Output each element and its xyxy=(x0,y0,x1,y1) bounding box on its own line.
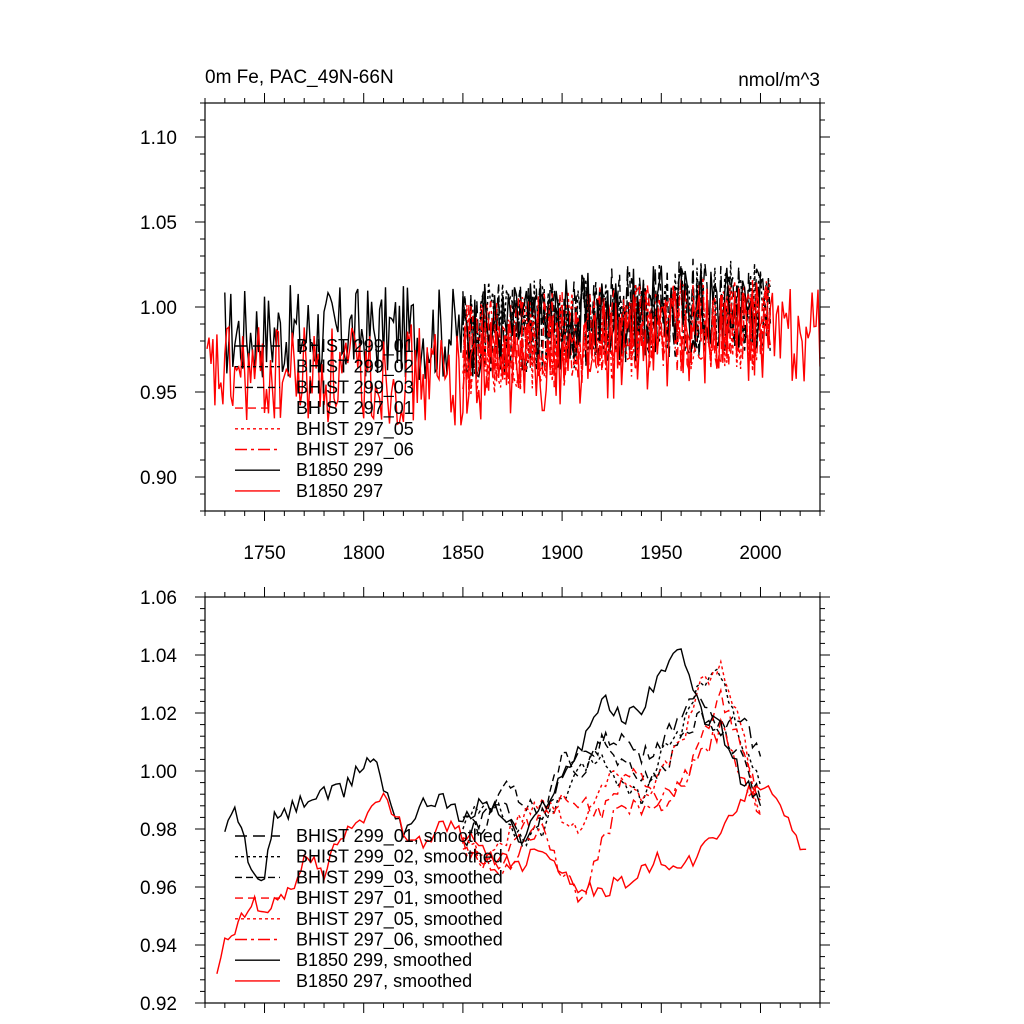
series-line-2 xyxy=(462,668,762,847)
chart-panel-1: 1750 1800 1850 1900 1950 2000 0.90 0.95 1.00 1.05… xyxy=(140,67,830,564)
x-tick-label: 2000 xyxy=(739,543,781,564)
series-line-7 xyxy=(224,265,762,380)
legend-label: BHIST 299_01 xyxy=(296,336,414,357)
plot-frame xyxy=(204,596,821,1004)
y-tick-label: 1.04 xyxy=(140,646,177,667)
y-tick-label: 0.94 xyxy=(140,936,177,957)
x-tick-label: 1900 xyxy=(541,543,583,564)
legend-label: BHIST 297_06, smoothed xyxy=(296,930,503,951)
x-tick-label: 1850 xyxy=(442,543,484,564)
series-line-8 xyxy=(216,784,807,974)
legend-label: BHIST 297_05 xyxy=(296,419,414,440)
legend-label: B1850 297 xyxy=(296,481,383,501)
legend-label: BHIST 297_01 xyxy=(296,398,414,419)
y-tick-label: 0.90 xyxy=(140,468,177,489)
series-line-4 xyxy=(462,687,761,870)
series-group xyxy=(216,648,807,974)
legend-label: BHIST 299_03, smoothed xyxy=(296,867,503,888)
y-tick-label: 1.10 xyxy=(140,128,177,149)
series-line-7 xyxy=(224,648,762,882)
y-tick-label: 1.06 xyxy=(140,588,177,609)
y-tick-label: 0.95 xyxy=(140,383,177,404)
chart-title: 0m Fe, PAC_49N-66N xyxy=(205,67,394,88)
legend-label: B1850 299, smoothed xyxy=(296,950,472,970)
y-tick-label: 0.92 xyxy=(140,994,177,1015)
chart-panel-2: 0.92 0.94 0.96 0.98 1.00 1.02 1.04 1.06 BHIST 29… xyxy=(140,587,830,1015)
y-tick-label: 1.00 xyxy=(140,298,177,319)
x-tick-label: 1950 xyxy=(640,543,682,564)
legend-label: BHIST 299_03 xyxy=(296,377,414,398)
y-tick-label: 0.98 xyxy=(140,820,177,841)
x-tick-label: 1750 xyxy=(243,543,285,564)
y-tick-label: 1.00 xyxy=(140,762,177,783)
legend-label: BHIST 299_02, smoothed xyxy=(296,847,503,868)
legend-label: BHIST 297_05, smoothed xyxy=(296,909,503,930)
legend-label: B1850 297, smoothed xyxy=(296,971,472,991)
series-line-1 xyxy=(462,692,762,849)
series-line-8 xyxy=(206,282,820,426)
y-tick-label: 1.05 xyxy=(140,213,177,234)
legend-label: B1850 299 xyxy=(296,460,383,480)
legend-label: BHIST 297_06 xyxy=(296,440,414,461)
chart-units: nmol/m^3 xyxy=(738,70,820,91)
legend-label: BHIST 299_02 xyxy=(296,357,414,378)
y-tick-label: 0.96 xyxy=(140,878,177,899)
series-line-3 xyxy=(462,709,762,839)
legend-label: BHIST 297_01, smoothed xyxy=(296,888,503,909)
series-group xyxy=(206,258,820,426)
y-tick-label: 1.02 xyxy=(140,704,177,725)
legend-label: BHIST 299_01, smoothed xyxy=(296,826,503,847)
series-line-6 xyxy=(462,717,761,904)
x-tick-label: 1800 xyxy=(343,543,385,564)
series-line-5 xyxy=(462,659,762,864)
